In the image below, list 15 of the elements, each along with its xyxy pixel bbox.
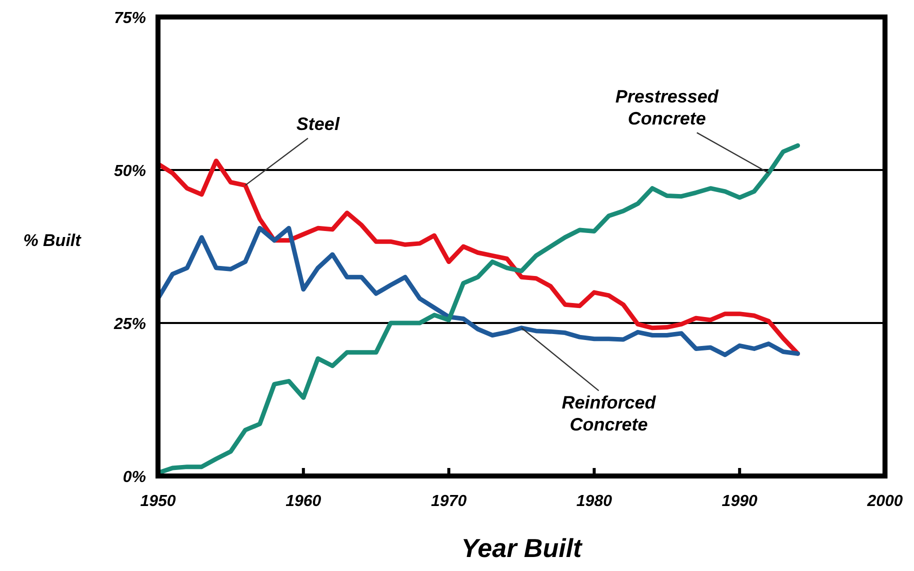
y-axis-title: % Built (23, 231, 82, 250)
text: Steel (296, 114, 340, 134)
x-tick-label: 1980 (576, 493, 612, 510)
text: Prestressed Concrete (615, 86, 720, 129)
y-tick-label: 75% (114, 10, 146, 27)
x-tick-label: 1990 (722, 493, 758, 510)
text: Reinforced Concrete (562, 392, 657, 435)
x-tick-label: 1950 (140, 493, 176, 510)
y-tick-label: 25% (112, 316, 146, 333)
x-axis-title: Year Built (461, 533, 584, 563)
y-tick-label: 50% (114, 163, 146, 180)
x-tick-label: 1960 (286, 493, 322, 510)
x-tick-label: 2000 (866, 493, 903, 510)
x-tick-label: 1970 (431, 493, 467, 510)
y-tick-label: 0% (122, 469, 146, 486)
